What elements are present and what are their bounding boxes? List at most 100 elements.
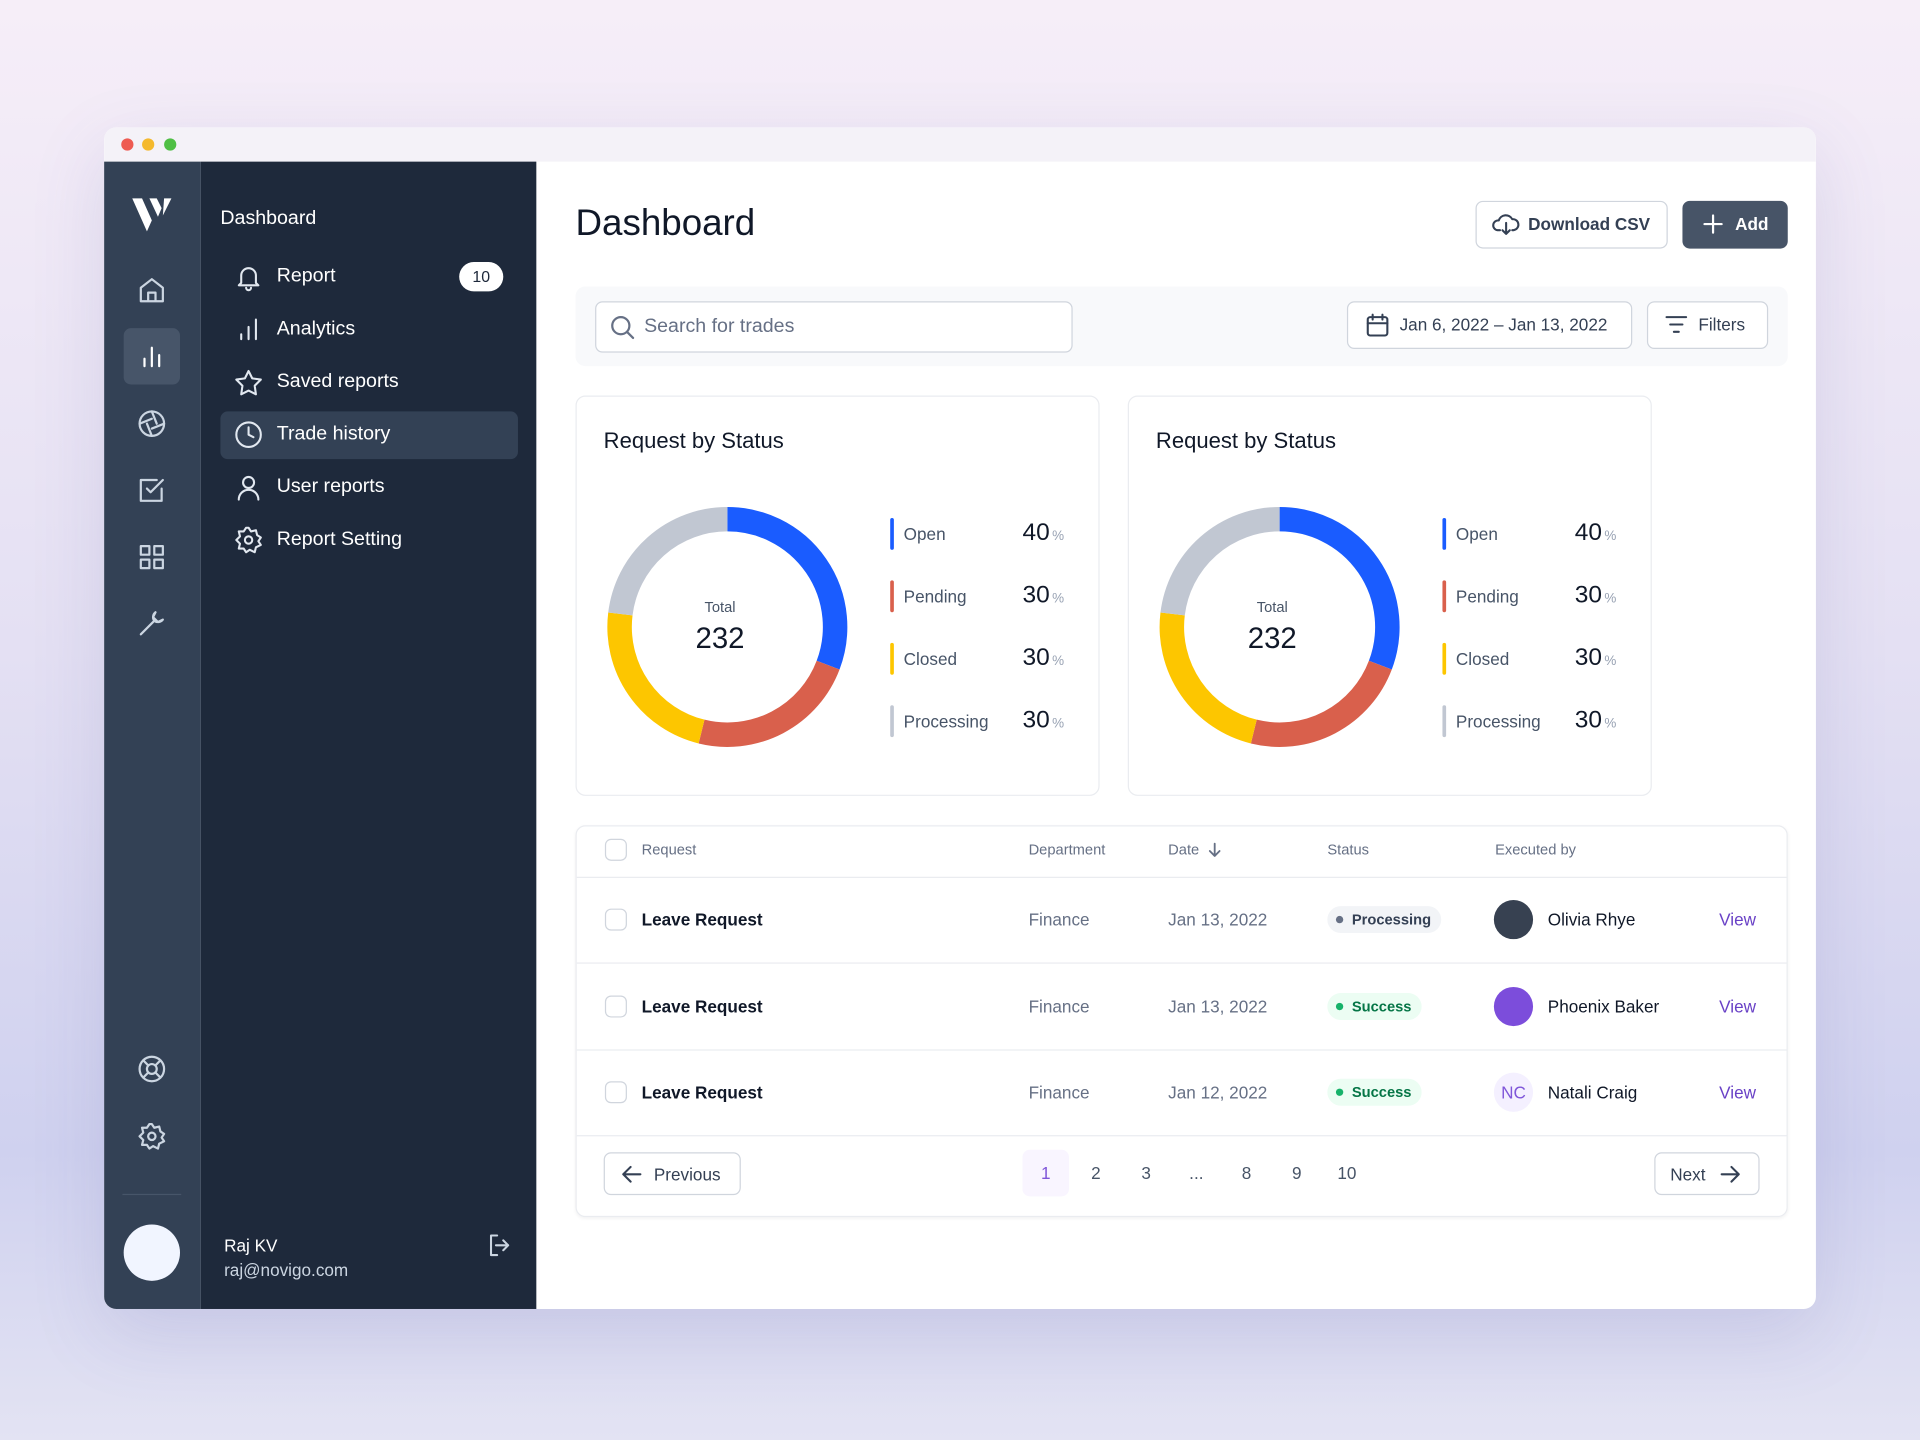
filters-button[interactable] [1646,301,1769,349]
row-divider [576,1135,1787,1137]
next-button[interactable] [1654,1152,1760,1196]
grid-icon[interactable] [137,542,166,571]
minimize-dot[interactable] [142,138,155,151]
legend-value: 30 [1574,581,1602,609]
column-header[interactable]: Date [1168,841,1200,859]
arrow-left [622,1165,642,1183]
total-label: Total [1256,598,1288,616]
user-name: Raj KV [224,1235,278,1256]
date: Jan 12, 2022 [1168,1082,1268,1103]
status-badge: Success [1327,992,1422,1020]
status-badge: Success [1327,1078,1422,1106]
page-number[interactable]: 10 [1337,1163,1357,1183]
status-dot [1335,1002,1344,1010]
view-link[interactable]: View [1719,909,1757,930]
page-number[interactable]: 2 [1091,1163,1101,1183]
checkbox[interactable] [604,1081,627,1104]
legend-value-group: 30% [1575,644,1617,672]
request: Leave Request [641,996,763,1016]
legend-unit: % [1604,653,1617,669]
legend-bar [1442,517,1447,550]
column-header[interactable]: Department [1028,841,1106,859]
close-dot[interactable] [121,138,134,151]
status-label: Success [1351,1083,1412,1101]
view-link[interactable]: View [1719,996,1757,1016]
total-value: 232 [695,622,745,656]
status-dot [1335,1088,1344,1096]
next-label: Next [1670,1164,1706,1185]
avatar [1493,900,1534,940]
column-header[interactable]: Request [641,841,697,859]
gear-icon [235,526,262,554]
legend-bar [1442,642,1447,675]
checkbox[interactable] [604,994,627,1017]
nav-item[interactable]: Report [276,265,336,287]
download-icon [1492,214,1520,235]
page-number[interactable]: 3 [1141,1163,1151,1183]
nav-item[interactable]: Analytics [276,318,356,340]
previous-label: Previous [653,1164,721,1185]
donut-segment [608,506,728,616]
star-icon [235,369,262,396]
total-label: Total [704,598,736,616]
legend-bar [890,642,894,675]
legend-bar [890,517,894,550]
add-button[interactable] [1682,200,1788,249]
nav-item[interactable]: Trade history [276,423,391,445]
chart-icon[interactable] [137,342,166,371]
user-avatar[interactable] [123,1224,180,1281]
nav-badge: 10 [472,267,491,286]
legend-unit: % [1052,716,1065,732]
donut [607,506,848,747]
column-header[interactable]: Executed by [1495,841,1576,859]
legend-label: Pending [903,586,967,607]
bars-icon [240,318,257,341]
date: Jan 13, 2022 [1168,909,1268,930]
clock-icon [235,421,262,448]
legend-unit: % [1052,591,1065,607]
page-number[interactable]: ... [1189,1163,1204,1183]
support-icon[interactable] [137,1054,166,1083]
nav-item[interactable]: Saved reports [276,371,399,392]
legend-label: Processing [1455,711,1541,732]
date: Jan 13, 2022 [1168,996,1268,1016]
sort-arrow[interactable] [1207,842,1222,857]
home-icon[interactable] [137,276,166,305]
row-divider [576,1049,1787,1051]
donut-segment [698,660,840,747]
legend-value-group: 30% [1022,707,1064,735]
status-label: Success [1351,997,1412,1015]
page-number[interactable]: 8 [1241,1163,1252,1183]
page-title: Dashboard [575,203,756,244]
nav-item[interactable]: Report Setting [276,528,402,550]
legend-label: Pending [1455,586,1519,607]
legend-label: Open [1455,524,1498,544]
search-input[interactable] [595,301,1073,353]
aperture-icon[interactable] [137,409,166,438]
legend-unit: % [1604,528,1617,544]
checkbox[interactable] [604,838,627,861]
maximize-dot[interactable] [164,138,177,151]
nav-item[interactable]: User reports [276,476,385,498]
download-button[interactable] [1475,200,1668,249]
date-range-button[interactable] [1346,301,1633,349]
filter-icon [1665,316,1688,333]
page-number[interactable]: 9 [1291,1163,1302,1183]
donut-segment [1250,660,1392,747]
view-link[interactable]: View [1719,1082,1757,1103]
page-number[interactable]: 1 [1040,1163,1051,1183]
logo [132,198,172,232]
chart-card [575,395,1100,796]
tasks-icon[interactable] [137,475,166,504]
settings-icon[interactable] [137,1122,166,1151]
logout-icon[interactable] [489,1234,511,1257]
checkbox[interactable] [604,908,627,931]
donut-segment [727,506,848,670]
column-header[interactable]: Status [1327,841,1370,859]
chart-card [1127,395,1652,796]
section-title: Dashboard [220,208,317,229]
nav-active-bg [220,411,518,460]
tool-icon[interactable] [137,609,166,638]
department: Finance [1028,1082,1090,1103]
